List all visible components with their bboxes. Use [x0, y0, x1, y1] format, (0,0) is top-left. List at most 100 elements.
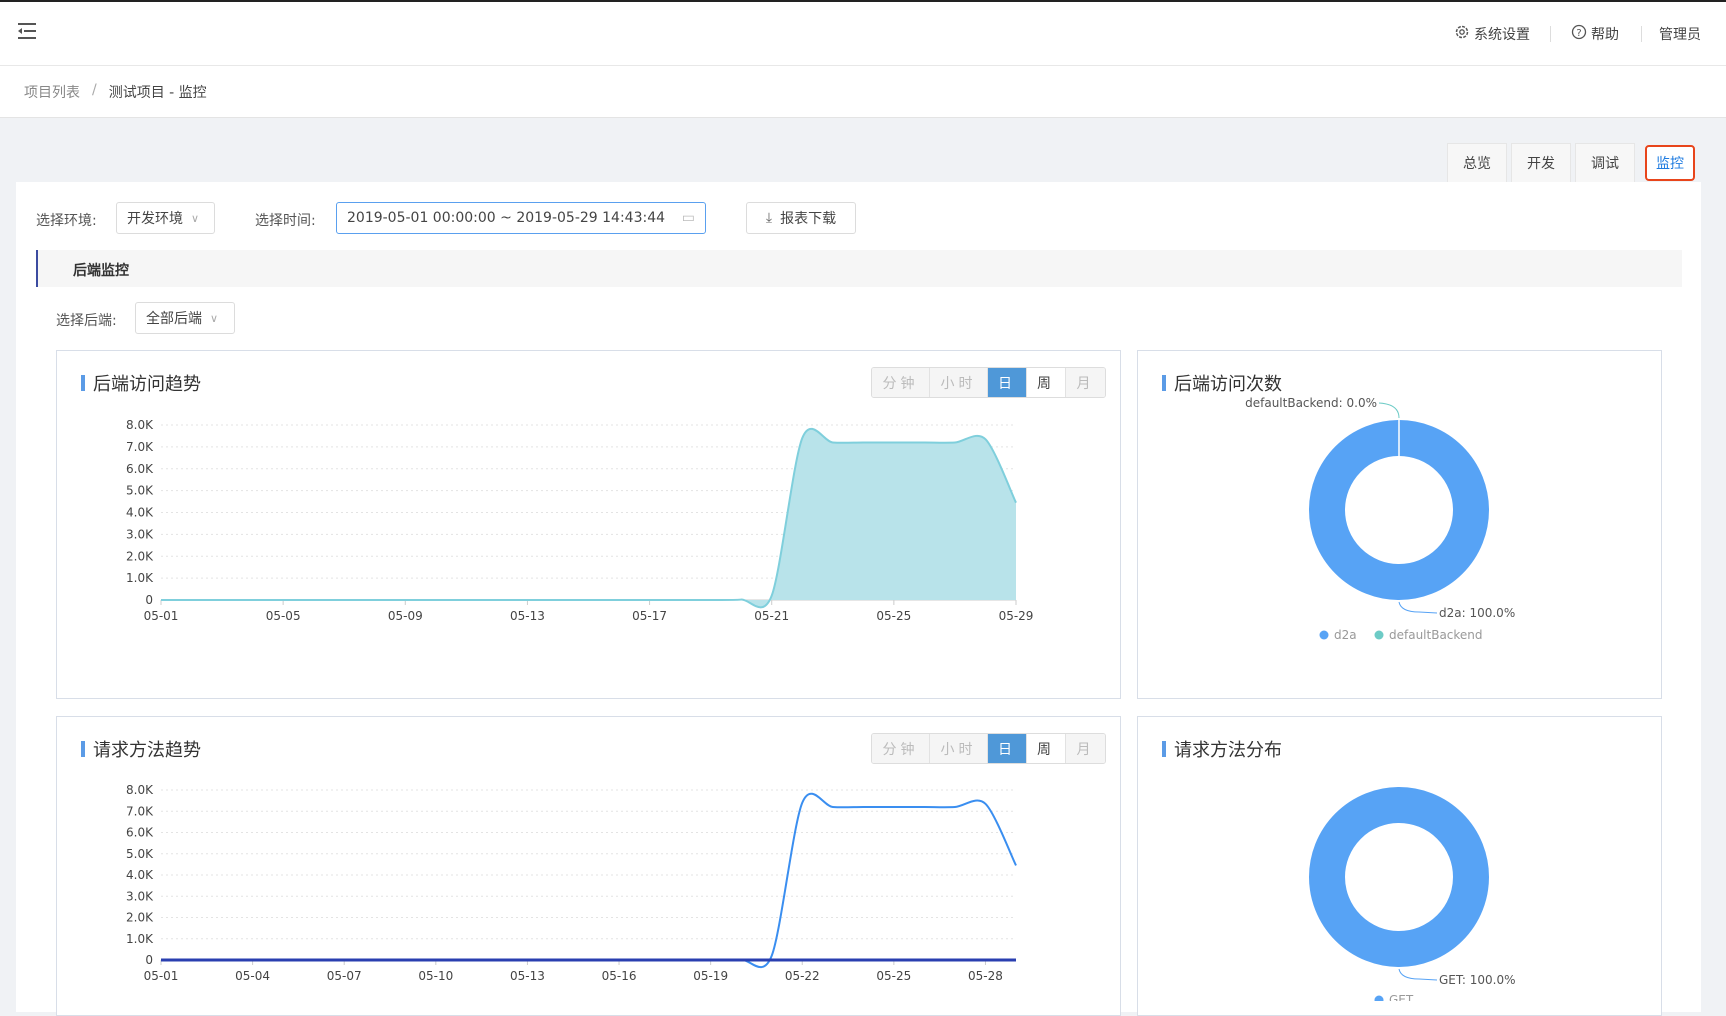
y-tick-label: 1.0K: [126, 571, 154, 585]
system-settings-link[interactable]: 系统设置: [1454, 24, 1530, 44]
y-tick-label: 2.0K: [126, 911, 154, 925]
chart-title: 后端访问趋势: [93, 374, 201, 395]
slice-label: GET: 100.0%: [1439, 973, 1516, 987]
backend-select[interactable]: 全部后端 ∨: [135, 302, 235, 334]
granularity-hour[interactable]: 小时: [930, 368, 988, 397]
x-tick-label: 05-04: [235, 969, 270, 983]
y-tick-label: 2.0K: [126, 549, 154, 563]
breadcrumb-root[interactable]: 项目列表: [24, 85, 80, 101]
granularity-day[interactable]: 日: [988, 368, 1027, 397]
chevron-down-icon: ∨: [191, 211, 200, 225]
download-label: 报表下载: [780, 211, 837, 227]
granularity-week[interactable]: 周: [1027, 368, 1066, 397]
granularity-day[interactable]: 日: [988, 734, 1027, 763]
x-tick-label: 05-05: [266, 609, 301, 623]
time-range-picker[interactable]: 2019-05-01 00:00:00 ~ 2019-05-29 14:43:4…: [336, 202, 706, 234]
env-label: 选择环境:: [36, 213, 97, 229]
user-menu[interactable]: 管理员: [1659, 24, 1701, 44]
breadcrumb-current: 测试项目 - 监控: [108, 85, 207, 101]
granularity-hour[interactable]: 小时: [930, 734, 988, 763]
x-tick-label: 05-25: [876, 969, 911, 983]
y-tick-label: 0: [145, 953, 153, 967]
time-range-value: 2019-05-01 00:00:00 ~ 2019-05-29 14:43:4…: [347, 210, 666, 226]
granularity-month[interactable]: 月: [1066, 734, 1105, 763]
env-select[interactable]: 开发环境 ∨: [116, 202, 215, 234]
y-tick-label: 7.0K: [126, 804, 154, 818]
download-report-button[interactable]: ⤓ 报表下载: [746, 202, 856, 234]
divider: [1641, 26, 1642, 42]
tab-overview[interactable]: 总览: [1447, 143, 1507, 182]
series-line: [160, 428, 1017, 609]
chart-title: 请求方法分布: [1174, 740, 1282, 761]
series-line: [161, 792, 1017, 969]
y-tick-label: 8.0K: [126, 783, 154, 797]
user-name: 管理员: [1659, 27, 1701, 43]
y-tick-label: 0: [145, 593, 153, 607]
donut-slice: [1309, 420, 1489, 600]
y-tick-label: 6.0K: [126, 826, 154, 840]
method-trend-card: [56, 716, 1121, 1016]
slice-label: defaultBackend: 0.0%: [1245, 396, 1377, 410]
calendar-icon: ▭: [681, 210, 695, 226]
y-tick-label: 4.0K: [126, 506, 154, 520]
backend-label: 选择后端:: [56, 313, 117, 329]
label-line: [1378, 402, 1400, 419]
legend-item: GET: [1389, 993, 1414, 1001]
y-tick-label: 4.0K: [126, 868, 154, 882]
x-tick-label: 05-19: [693, 969, 728, 983]
x-tick-label: 05-01: [144, 609, 179, 623]
legend-marker: [1319, 630, 1329, 640]
granularity-week[interactable]: 周: [1027, 734, 1066, 763]
chart-title: 请求方法趋势: [93, 740, 201, 761]
x-tick-label: 05-07: [327, 969, 362, 983]
y-tick-label: 8.0K: [126, 418, 154, 432]
backend-value: 全部后端: [146, 311, 202, 327]
label-line: [1398, 601, 1438, 614]
menu-toggle-icon[interactable]: [16, 22, 38, 40]
tab-monitor[interactable]: 监控: [1645, 145, 1695, 181]
divider: [1550, 26, 1551, 42]
y-tick-label: 1.0K: [126, 932, 154, 946]
granularity-toggle: 分钟 小时 日 周 月: [871, 733, 1106, 764]
y-tick-label: 5.0K: [126, 847, 154, 861]
granularity-minute[interactable]: 分钟: [872, 734, 930, 763]
help-link[interactable]: ? 帮助: [1571, 24, 1619, 44]
gear-icon: [1454, 24, 1470, 44]
x-tick-label: 05-29: [999, 609, 1034, 623]
y-tick-label: 5.0K: [126, 484, 154, 498]
legend-item: d2a: [1334, 628, 1357, 642]
tab-develop[interactable]: 开发: [1511, 143, 1571, 182]
breadcrumb: 项目列表 / 测试项目 - 监控: [0, 66, 1726, 118]
download-icon: ⤓: [765, 210, 773, 226]
x-tick-label: 05-09: [388, 609, 423, 623]
svg-text:?: ?: [1576, 28, 1581, 39]
granularity-month[interactable]: 月: [1066, 368, 1105, 397]
top-bar: 系统设置 ? 帮助 管理员: [0, 0, 1726, 66]
tab-debug[interactable]: 调试: [1575, 143, 1635, 182]
x-tick-label: 05-22: [785, 969, 820, 983]
card-title: 后端访问趋势: [81, 370, 201, 396]
x-tick-label: 05-25: [876, 609, 911, 623]
granularity-toggle: 分钟 小时 日 周 月: [871, 367, 1106, 398]
breadcrumb-separator: /: [92, 82, 97, 98]
chart-title: 后端访问次数: [1174, 374, 1282, 395]
backend-count-card: [1137, 350, 1662, 699]
section-header: 后端监控: [36, 250, 1682, 287]
granularity-minute[interactable]: 分钟: [872, 368, 930, 397]
slice-label: d2a: 100.0%: [1439, 606, 1515, 620]
x-tick-label: 05-16: [602, 969, 637, 983]
legend-item: defaultBackend: [1389, 628, 1483, 642]
y-tick-label: 6.0K: [126, 462, 154, 476]
card-title: 后端访问次数: [1162, 370, 1282, 396]
x-tick-label: 05-28: [968, 969, 1003, 983]
card-title: 请求方法分布: [1162, 736, 1282, 762]
x-tick-label: 05-21: [754, 609, 789, 623]
legend-marker: [1374, 630, 1384, 640]
time-label: 选择时间:: [255, 213, 316, 229]
area-fill: [161, 428, 1016, 608]
y-tick-label: 3.0K: [126, 527, 154, 541]
x-tick-label: 05-13: [510, 969, 545, 983]
card-title: 请求方法趋势: [81, 736, 201, 762]
legend-marker: [1374, 995, 1384, 1001]
